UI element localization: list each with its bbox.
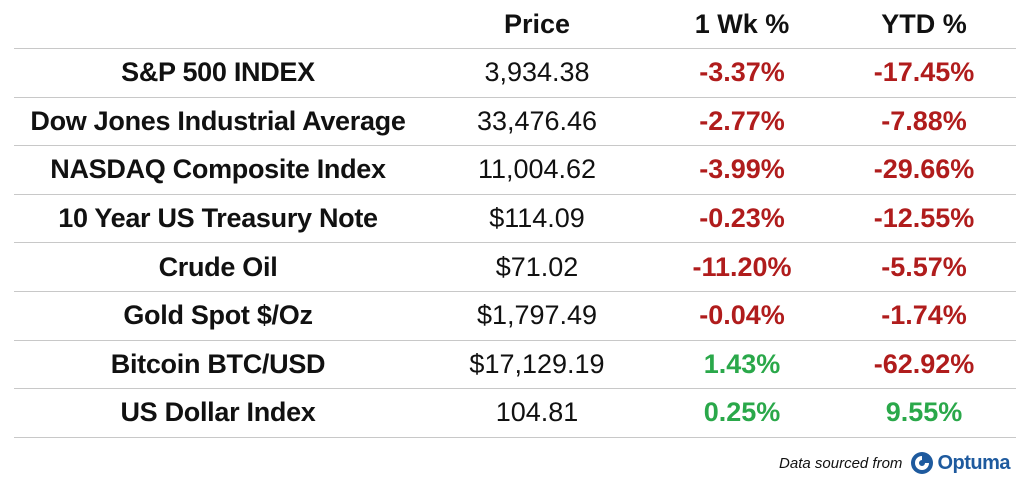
row-name: Bitcoin BTC/USD (110, 348, 326, 379)
source-label: Data sourced from (779, 454, 903, 472)
row-1wk: -2.77% (699, 105, 785, 136)
row-1wk: 1.43% (703, 348, 781, 379)
row-name: Dow Jones Industrial Average (30, 105, 406, 136)
table-row: Dow Jones Industrial Average 33,476.46 -… (14, 98, 1016, 147)
row-1wk: -0.04% (699, 300, 785, 331)
row-name: NASDAQ Composite Index (50, 154, 386, 185)
row-ytd: -5.57% (881, 251, 967, 282)
table-row: 10 Year US Treasury Note $114.09 -0.23% … (14, 195, 1016, 244)
header-ytd: YTD % (881, 8, 967, 39)
row-ytd: -62.92% (873, 348, 975, 379)
row-1wk: -11.20% (692, 251, 792, 282)
header-1wk: 1 Wk % (694, 8, 790, 39)
row-name: 10 Year US Treasury Note (58, 203, 378, 234)
market-summary-table: Price 1 Wk % YTD % S&P 500 INDEX 3,934.3… (14, 0, 1016, 438)
row-ytd: -7.88% (881, 105, 967, 136)
row-name: Crude Oil (158, 251, 278, 282)
table-row: Bitcoin BTC/USD $17,129.19 1.43% -62.92% (14, 341, 1016, 390)
row-ytd: -29.66% (873, 154, 975, 185)
table-row: US Dollar Index 104.81 0.25% 9.55% (14, 389, 1016, 438)
optuma-logo-text: Optuma (937, 451, 1010, 474)
row-price: $17,129.19 (469, 348, 605, 379)
optuma-logo: Optuma (910, 451, 1010, 475)
row-1wk: -3.99% (699, 154, 785, 185)
row-price: $1,797.49 (476, 300, 598, 331)
row-1wk: 0.25% (703, 397, 781, 428)
table-header: Price 1 Wk % YTD % (14, 0, 1016, 49)
row-ytd: -1.74% (881, 300, 967, 331)
row-price: $114.09 (489, 203, 585, 234)
row-name: S&P 500 INDEX (121, 57, 315, 88)
row-name: Gold Spot $/Oz (123, 300, 313, 331)
row-price: $71.02 (495, 251, 579, 282)
header-price: Price (503, 8, 571, 39)
optuma-logo-icon (911, 452, 934, 474)
row-price: 11,004.62 (477, 154, 597, 185)
row-1wk: -0.23% (699, 203, 785, 234)
row-ytd: 9.55% (885, 397, 963, 428)
table-row: Gold Spot $/Oz $1,797.49 -0.04% -1.74% (14, 292, 1016, 341)
table-row: S&P 500 INDEX 3,934.38 -3.37% -17.45% (14, 49, 1016, 98)
table-row: NASDAQ Composite Index 11,004.62 -3.99% … (14, 146, 1016, 195)
row-price: 33,476.46 (476, 105, 598, 136)
row-price: 3,934.38 (484, 57, 590, 88)
row-ytd: -12.55% (873, 203, 975, 234)
row-1wk: -3.37% (699, 57, 785, 88)
row-ytd: -17.45% (873, 57, 975, 88)
row-price: 104.81 (495, 397, 579, 428)
row-name: US Dollar Index (120, 397, 316, 428)
data-source-footer: Data sourced from Optuma (779, 448, 1010, 478)
table-row: Crude Oil $71.02 -11.20% -5.57% (14, 243, 1016, 292)
